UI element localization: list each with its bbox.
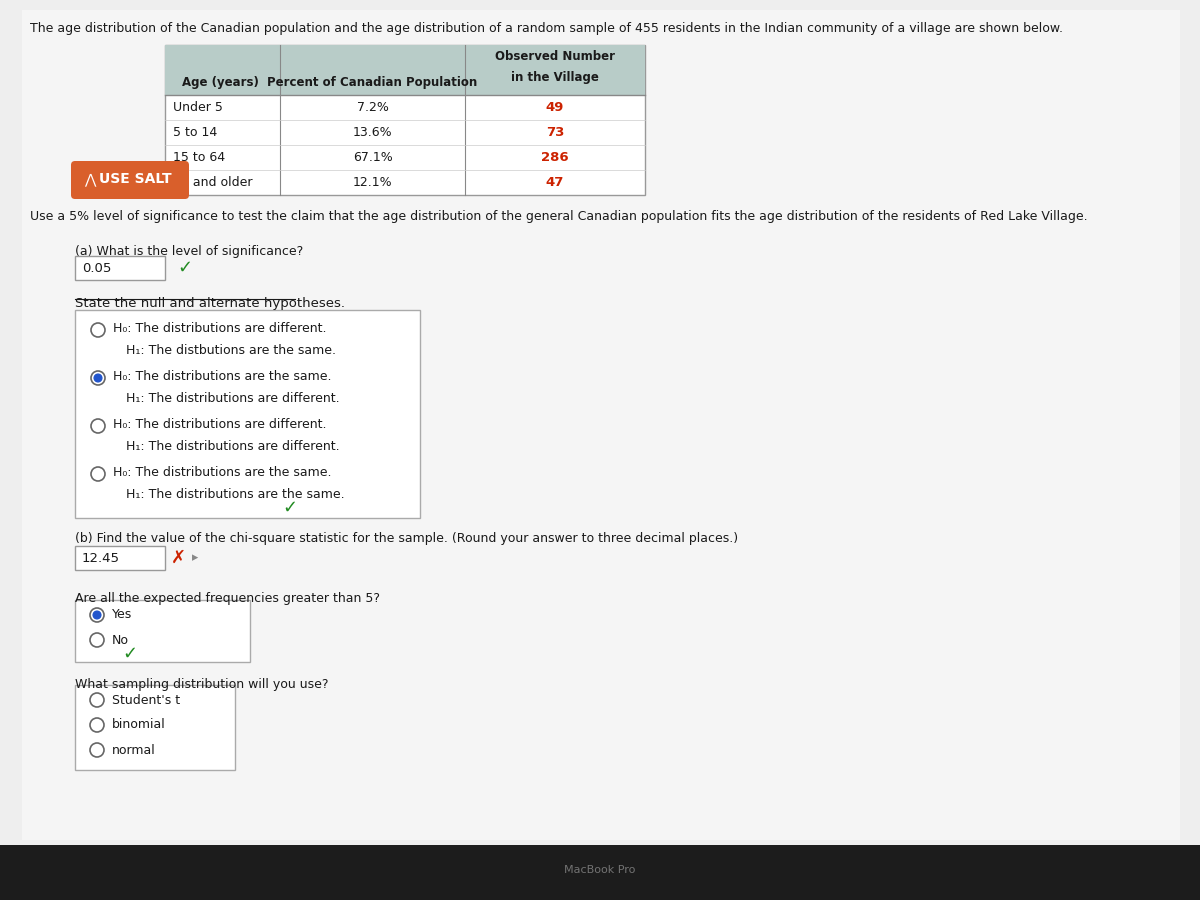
Text: H₀: The distributions are the same.: H₀: The distributions are the same. xyxy=(113,370,331,382)
Circle shape xyxy=(94,374,102,382)
Text: ✓: ✓ xyxy=(282,499,298,517)
Bar xyxy=(166,45,646,195)
Text: H₀: The distributions are different.: H₀: The distributions are different. xyxy=(113,418,326,430)
Text: 12.45: 12.45 xyxy=(82,552,120,564)
Text: MacBook Pro: MacBook Pro xyxy=(564,865,636,875)
Bar xyxy=(74,310,420,518)
Text: binomial: binomial xyxy=(112,718,166,732)
Circle shape xyxy=(91,419,106,433)
Text: ▸: ▸ xyxy=(192,552,198,564)
Circle shape xyxy=(91,467,106,481)
Bar xyxy=(74,600,250,662)
Text: Under 5: Under 5 xyxy=(173,101,223,114)
Text: (a) What is the level of significance?: (a) What is the level of significance? xyxy=(74,245,304,258)
Text: 65 and older: 65 and older xyxy=(173,176,252,189)
Bar xyxy=(74,256,166,280)
Bar xyxy=(74,546,166,570)
Circle shape xyxy=(90,743,104,757)
Text: Are all the expected frequencies greater than 5?: Are all the expected frequencies greater… xyxy=(74,592,380,605)
Text: Percent of Canadian Population: Percent of Canadian Population xyxy=(268,76,478,89)
Text: 47: 47 xyxy=(546,176,564,189)
Circle shape xyxy=(90,693,104,707)
Text: ⋀: ⋀ xyxy=(84,172,96,186)
Text: What sampling distribution will you use?: What sampling distribution will you use? xyxy=(74,678,329,691)
Text: 5 to 14: 5 to 14 xyxy=(173,126,217,139)
Text: H₁: The dist​butions are the same.: H₁: The dist​butions are the same. xyxy=(126,344,336,356)
Circle shape xyxy=(91,323,106,337)
Text: State the null and alternate hypotheses.: State the null and alternate hypotheses. xyxy=(74,297,346,310)
Bar xyxy=(0,845,1200,900)
Text: 73: 73 xyxy=(546,126,564,139)
Text: 7.2%: 7.2% xyxy=(356,101,389,114)
Text: 49: 49 xyxy=(546,101,564,114)
Text: H₁: The distributions are the same.: H₁: The distributions are the same. xyxy=(126,488,344,500)
Bar xyxy=(166,45,646,95)
Circle shape xyxy=(90,608,104,622)
Text: Age (years): Age (years) xyxy=(182,76,259,89)
Text: 67.1%: 67.1% xyxy=(353,151,392,164)
Text: Use a 5% level of significance to test the claim that the age distribution of th: Use a 5% level of significance to test t… xyxy=(30,210,1087,223)
Text: (b) Find the value of the chi-square statistic for the sample. (Round your answe: (b) Find the value of the chi-square sta… xyxy=(74,532,738,545)
Text: USE SALT: USE SALT xyxy=(98,172,172,186)
Text: H₀: The distributions are different.: H₀: The distributions are different. xyxy=(113,321,326,335)
Text: Observed Number: Observed Number xyxy=(496,50,616,63)
Circle shape xyxy=(90,633,104,647)
Text: 0.05: 0.05 xyxy=(82,262,112,274)
Text: Student's t: Student's t xyxy=(112,694,180,706)
Text: ✗: ✗ xyxy=(170,549,186,567)
Circle shape xyxy=(94,611,101,619)
Bar xyxy=(74,685,235,770)
Text: ✓: ✓ xyxy=(178,259,192,277)
Text: H₁: The distributions are different.: H₁: The distributions are different. xyxy=(126,439,340,453)
Text: 13.6%: 13.6% xyxy=(353,126,392,139)
Text: 15 to 64: 15 to 64 xyxy=(173,151,226,164)
Text: Yes: Yes xyxy=(112,608,132,622)
FancyBboxPatch shape xyxy=(71,161,190,199)
Text: No: No xyxy=(112,634,130,646)
Text: in the Village: in the Village xyxy=(511,71,599,84)
Circle shape xyxy=(91,371,106,385)
Text: ✓: ✓ xyxy=(122,645,138,663)
Text: The age distribution of the Canadian population and the age distribution of a ra: The age distribution of the Canadian pop… xyxy=(30,22,1063,35)
Text: H₁: The distributions are different.: H₁: The distributions are different. xyxy=(126,392,340,404)
Text: 12.1%: 12.1% xyxy=(353,176,392,189)
Text: 286: 286 xyxy=(541,151,569,164)
Text: H₀: The distributions are the same.: H₀: The distributions are the same. xyxy=(113,465,331,479)
Text: normal: normal xyxy=(112,743,156,757)
Circle shape xyxy=(90,718,104,732)
